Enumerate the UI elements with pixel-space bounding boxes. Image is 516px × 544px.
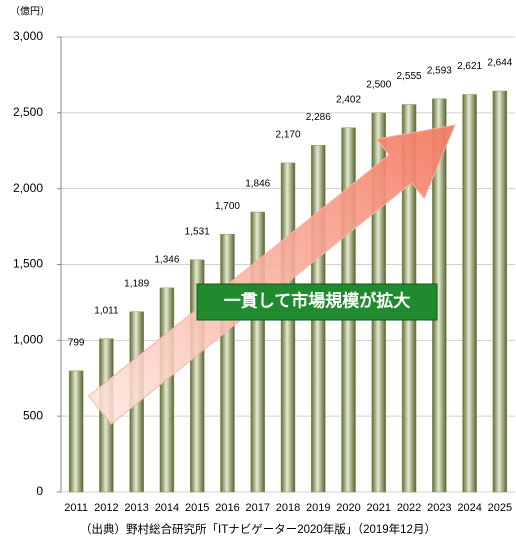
x-tick-label: 2023 <box>427 502 451 514</box>
bar <box>462 94 477 493</box>
x-tick-label: 2013 <box>124 502 148 514</box>
x-tick-label: 2020 <box>336 502 360 514</box>
trend-arrow <box>87 124 456 425</box>
y-tick-label: 3,000 <box>13 29 43 43</box>
x-tick-label: 2017 <box>245 502 269 514</box>
value-label: 1,846 <box>245 179 270 190</box>
y-axis-label: （億円） <box>10 5 50 18</box>
y-tick-label: 2,000 <box>13 181 43 195</box>
x-tick-label: 2016 <box>215 502 239 514</box>
annotation-box <box>196 283 438 321</box>
value-label: 799 <box>68 337 85 348</box>
annotation: 一貫して市場規模が拡大 <box>224 290 411 310</box>
value-label: 2,593 <box>427 65 452 76</box>
value-label: 1,531 <box>185 226 210 237</box>
value-label: 2,500 <box>366 79 391 90</box>
x-tick-label: 2011 <box>64 502 88 514</box>
y-tick-label: 500 <box>23 408 43 422</box>
x-tick-label: 2024 <box>457 502 481 514</box>
value-label: 2,621 <box>457 61 482 72</box>
value-label: 1,346 <box>154 254 179 265</box>
x-tick-label: 2025 <box>488 502 512 514</box>
value-label: 1,700 <box>215 201 240 212</box>
bar <box>492 90 508 493</box>
value-label: 1,189 <box>124 278 149 289</box>
value-label: 2,286 <box>306 112 331 123</box>
value-label: 2,555 <box>397 71 422 82</box>
y-tick-label: 1,500 <box>13 257 43 271</box>
value-label: 2,170 <box>275 130 300 141</box>
x-tick-label: 2012 <box>94 502 118 514</box>
value-label: 1,011 <box>94 305 119 316</box>
bar <box>280 162 296 493</box>
bar <box>220 233 235 493</box>
bar <box>159 287 175 493</box>
value-label: 2,402 <box>336 94 361 105</box>
x-tick-label: 2022 <box>397 502 421 514</box>
y-tick-label: 1,000 <box>13 333 43 347</box>
y-tick-label: 2,500 <box>13 105 43 119</box>
y-tick-label: 0 <box>36 484 43 498</box>
source: （出典）野村総合研究所「ITナビゲーター2020年版」（2019年12月） <box>80 522 436 536</box>
x-tick-label: 2019 <box>306 502 330 514</box>
value-label: 2,644 <box>487 58 512 69</box>
bar <box>250 211 265 493</box>
x-tick-label: 2015 <box>185 502 209 514</box>
x-tick-label: 2014 <box>155 502 179 514</box>
bar <box>68 370 84 493</box>
x-tick-label: 2018 <box>276 502 300 514</box>
x-tick-label: 2021 <box>367 502 391 514</box>
